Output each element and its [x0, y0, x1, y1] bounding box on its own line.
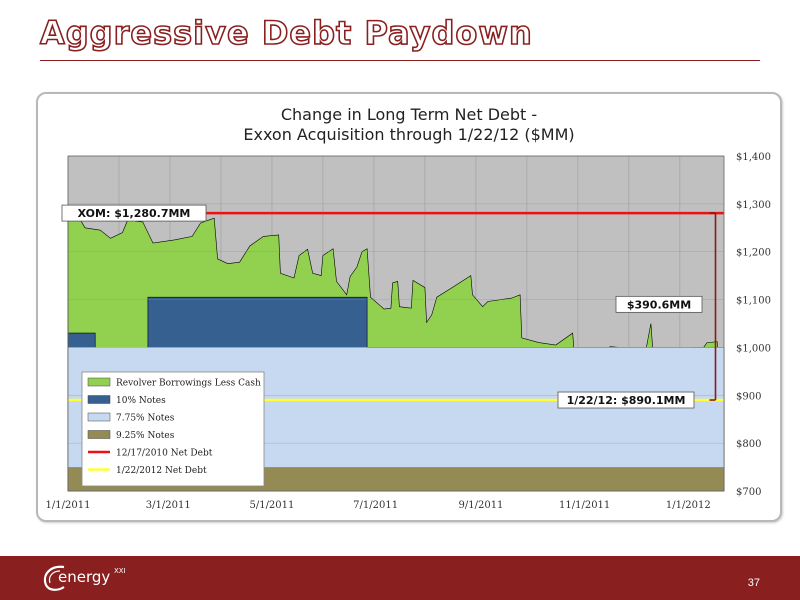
legend-label: 7.75% Notes — [116, 414, 175, 424]
legend-label: 1/22/2012 Net Debt — [116, 466, 207, 476]
y-tick-label: $800 — [736, 439, 761, 450]
company-logo: energy XXI — [40, 563, 130, 593]
xom-label: XOM: $1,280.7MM — [78, 207, 191, 220]
x-tick-label: 9/1/2011 — [459, 500, 504, 511]
logo-swoosh-icon — [43, 565, 65, 591]
legend-swatch — [87, 412, 111, 422]
x-tick-label: 5/1/2011 — [249, 500, 294, 511]
legend-swatch — [87, 430, 111, 439]
y-tick-label: $1,300 — [736, 200, 771, 211]
current-label: 1/22/12: $890.1MM — [567, 394, 686, 407]
legend-item-9-25-notes: 9.25% Notes — [87, 430, 175, 441]
legend-label: 12/17/2010 Net Debt — [116, 449, 213, 459]
xom-label-box — [61, 204, 207, 222]
plot-border — [67, 155, 725, 492]
legend-item-10-notes: 10% Notes — [87, 395, 166, 406]
x-tick-label: 11/1/2011 — [559, 500, 610, 511]
current-label-box — [557, 391, 695, 409]
net-debt-chart: Change in Long Term Net Debt -Exxon Acqu… — [46, 105, 771, 511]
y-tick-label: $1,100 — [736, 296, 771, 307]
chart-title-line-2: Exxon Acquisition through 1/22/12 ($MM) — [243, 125, 574, 144]
logo-superscript: XXI — [114, 567, 126, 575]
page-number: 37 — [747, 577, 760, 589]
legend-label: 9.25% Notes — [116, 431, 175, 441]
y-tick-label: $1,200 — [736, 248, 771, 259]
y-tick-label: $900 — [736, 391, 761, 402]
x-tick-label: 1/1/2012 — [666, 500, 711, 511]
legend-label: Revolver Borrowings Less Cash — [116, 379, 261, 389]
legend-swatch — [87, 377, 111, 387]
legend-label: 10% Notes — [116, 396, 166, 406]
legend-item-12-17-2010-net-debt: 12/17/2010 Net Debt — [88, 449, 213, 459]
x-tick-label: 1/1/2011 — [46, 500, 91, 511]
legend-item-revolver-borrowings-less-cash: Revolver Borrowings Less Cash — [87, 377, 261, 389]
legend: Revolver Borrowings Less Cash 10% Notes 7.… — [81, 371, 265, 487]
x-tick-label: 3/1/2011 — [146, 500, 191, 511]
slide-title: Aggressive Debt Paydown — [39, 13, 533, 53]
title-rule — [40, 60, 760, 61]
chart-frame: Change in Long Term Net Debt - Exxon Acqu… — [36, 92, 782, 522]
legend-box — [81, 371, 265, 487]
logo-text: energy — [58, 568, 111, 586]
chart-title-line-1: Change in Long Term Net Debt - — [281, 105, 537, 124]
reduction-label: $390.6MM — [627, 298, 691, 311]
y-tick-label: $700 — [736, 487, 761, 498]
y-tick-label: $1,400 — [736, 152, 771, 163]
x-tick-label: 7/1/2011 — [353, 500, 398, 511]
y-tick-label: $1,000 — [736, 343, 771, 354]
legend-item-7-75-notes: 7.75% Notes — [87, 412, 175, 424]
legend-swatch — [87, 395, 111, 404]
legend-item-1-22-2012-net-debt: 1/22/2012 Net Debt — [88, 466, 207, 476]
footer-bar — [0, 556, 800, 600]
reduction-label-box — [615, 295, 703, 313]
